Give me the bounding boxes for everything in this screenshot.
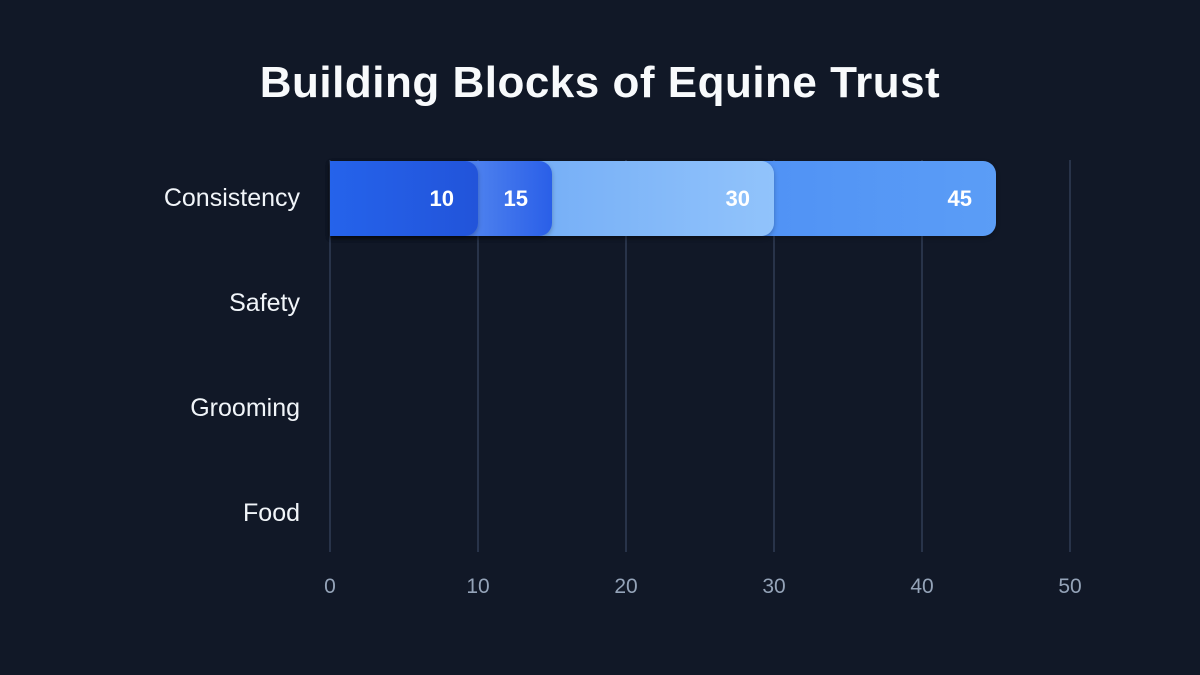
- gridline-50: [1069, 160, 1071, 552]
- x-tick-40: 40: [910, 575, 934, 598]
- chart-title: Building Blocks of Equine Trust: [259, 58, 941, 107]
- gridline-0: [329, 160, 331, 552]
- bar-value-consistency: 45: [947, 185, 972, 211]
- category-axis: Consistency Safety Grooming Food: [0, 161, 300, 551]
- bar-value-grooming: 15: [503, 185, 528, 211]
- bar-food: 10: [330, 161, 478, 236]
- category-label-grooming: Grooming: [190, 394, 300, 422]
- bar-value-safety: 30: [725, 185, 750, 211]
- x-axis: 0 10 20 30 40 50: [324, 575, 1082, 605]
- gridline-20: [625, 160, 627, 552]
- x-tick-50: 50: [1058, 575, 1082, 598]
- bar-row-food: 10: [330, 161, 1070, 236]
- x-tick-30: 30: [762, 575, 786, 598]
- x-tick-20: 20: [614, 575, 638, 598]
- x-tick-10: 10: [466, 575, 490, 598]
- gridline-30: [773, 160, 775, 552]
- bar-value-food: 10: [429, 185, 454, 211]
- gridline-40: [921, 160, 923, 552]
- plot-area: 45 30 15 10: [329, 160, 1071, 552]
- category-label-food: Food: [243, 499, 300, 527]
- category-label-consistency: Consistency: [163, 184, 300, 212]
- gridline-10: [477, 160, 479, 552]
- x-tick-0: 0: [324, 575, 336, 598]
- category-label-safety: Safety: [229, 289, 300, 317]
